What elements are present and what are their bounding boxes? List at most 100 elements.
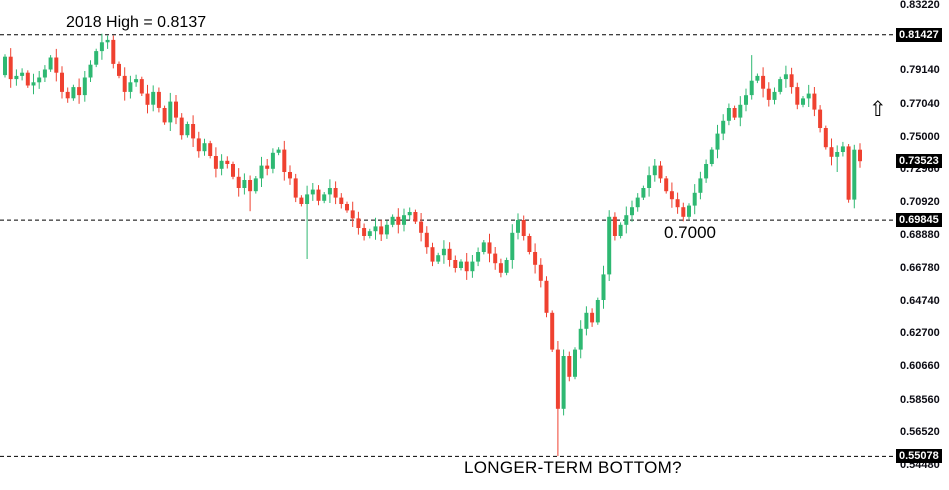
price-axis-label: 0.64740 (900, 295, 940, 307)
bull-candle (128, 82, 133, 92)
bear-candle (464, 261, 469, 272)
bear-candle (544, 280, 549, 313)
bull-candle (71, 87, 76, 99)
bull-candle (573, 349, 577, 377)
bull-candle (470, 261, 475, 272)
bull-candle (510, 232, 515, 260)
bull-candle (801, 98, 805, 105)
bull-candle (772, 91, 777, 100)
bull-candle (738, 104, 743, 118)
bull-candle (48, 57, 53, 70)
bear-candle (156, 91, 161, 108)
bear-candle (795, 87, 800, 105)
bull-candle (835, 152, 840, 157)
price-axis-label: 0.70920 (900, 196, 940, 208)
bear-candle (282, 149, 287, 172)
bear-candle (333, 188, 338, 198)
bull-candle (641, 188, 646, 198)
bull-candle (402, 215, 406, 225)
bear-candle (236, 176, 241, 188)
bull-candle (151, 91, 156, 105)
bull-candle (721, 120, 726, 134)
price-axis-label: 0.77040 (900, 98, 940, 110)
bull-candle (390, 216, 395, 225)
bear-candle (533, 252, 538, 265)
bear-candle (675, 199, 680, 208)
bull-candle (726, 108, 731, 121)
bull-candle (20, 72, 25, 76)
bull-candle (806, 93, 811, 99)
price-axis-badge: 0.73523 (896, 154, 942, 168)
bear-candle (789, 74, 794, 88)
bull-candle (322, 194, 327, 201)
bull-candle (783, 74, 788, 80)
bear-candle (498, 263, 503, 273)
bear-candle (356, 218, 361, 228)
price-axis-label: 0.83220 (900, 0, 940, 11)
bull-candle (459, 261, 463, 268)
bull-candle (624, 215, 629, 225)
bear-candle (225, 160, 230, 164)
bull-candle (305, 194, 310, 204)
bull-candle (88, 64, 93, 78)
price-axis-label: 0.68880 (900, 229, 940, 241)
bear-candle (846, 146, 851, 200)
bull-candle (94, 51, 99, 65)
bull-candle (99, 42, 104, 52)
bull-candle (31, 82, 36, 86)
bear-candle (191, 124, 196, 139)
bear-candle (117, 63, 121, 76)
bull-candle (715, 133, 720, 150)
bear-candle (122, 75, 127, 92)
bull-candle (367, 231, 372, 236)
bull-candle (242, 180, 247, 188)
bear-candle (288, 172, 292, 179)
bear-candle (424, 232, 429, 248)
bull-candle (14, 75, 19, 80)
up-arrow-icon: ⇧ (869, 98, 887, 121)
annotation-round-level: 0.7000 (664, 223, 716, 242)
bear-candle (538, 264, 543, 281)
bull-candle (105, 39, 110, 43)
bull-candle (476, 252, 481, 262)
bear-candle (521, 220, 526, 236)
bear-candle (8, 56, 13, 80)
bull-candle (82, 77, 87, 96)
bear-candle (453, 260, 458, 268)
bear-candle (590, 312, 595, 323)
bear-candle (293, 178, 298, 198)
bull-candle (618, 224, 623, 236)
price-axis-label: 0.58560 (900, 394, 940, 406)
bear-candle (196, 138, 201, 152)
bull-candle (42, 69, 47, 78)
bull-candle (516, 220, 520, 233)
bull-candle (744, 95, 748, 105)
bull-candle (630, 207, 634, 216)
bear-candle (818, 109, 823, 128)
bull-candle (840, 146, 845, 152)
bull-candle (219, 160, 224, 169)
bear-candle (812, 93, 817, 110)
bear-candle (145, 93, 150, 105)
price-axis-label: 0.56520 (900, 426, 940, 438)
bear-candle (681, 207, 686, 217)
bear-candle (65, 91, 70, 99)
bull-candle (607, 216, 612, 275)
bull-candle (373, 226, 378, 232)
bear-candle (419, 221, 424, 233)
bear-candle (248, 180, 253, 192)
bull-candle (310, 189, 315, 195)
bull-candle (561, 356, 566, 409)
bull-candle (37, 77, 42, 83)
bear-candle (179, 117, 184, 136)
bull-candle (253, 178, 258, 192)
bull-candle (3, 56, 7, 76)
bull-candle (276, 149, 281, 153)
bear-candle (430, 247, 435, 262)
bull-candle (436, 255, 441, 262)
bear-candle (345, 204, 349, 211)
bear-candle (77, 87, 82, 96)
price-axis-label: 0.75000 (900, 131, 940, 143)
